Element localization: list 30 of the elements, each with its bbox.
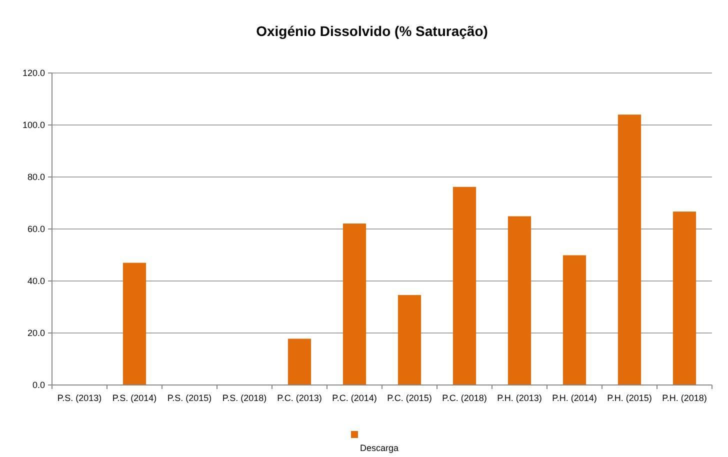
bar [398,295,422,385]
x-tick-label: P.S. (2015) [167,393,212,403]
bar [618,114,642,385]
y-tick-label: 120.0 [22,68,45,78]
x-tick-label: P.H. (2015) [607,393,652,403]
bar [562,255,586,385]
y-tick-label: 40.0 [27,276,45,286]
bar [508,216,532,385]
x-tick-label: P.H. (2018) [662,393,707,403]
x-tick-label: P.H. (2013) [497,393,542,403]
x-tick-label: P.C. (2018) [442,393,487,403]
bar [452,186,476,385]
bar [672,212,696,385]
x-tick-label: P.S. (2014) [112,393,157,403]
x-tick-label: P.C. (2013) [277,393,322,403]
x-tick-label: P.S. (2013) [57,393,102,403]
y-tick-label: 60.0 [27,224,45,234]
x-tick-label: P.C. (2015) [387,393,432,403]
bar [122,262,146,385]
y-tick-label: 100.0 [22,120,45,130]
y-tick-label: 0.0 [32,380,45,390]
x-tick-label: P.S. (2018) [222,393,267,403]
y-tick-label: 20.0 [27,328,45,338]
y-tick-label: 80.0 [27,172,45,182]
chart-title: Oxigénio Dissolvido (% Saturação) [256,23,488,39]
legend-label: Descarga [360,443,399,453]
x-tick-label: P.H. (2014) [552,393,597,403]
bar [342,224,366,385]
x-tick-label: P.C. (2014) [332,393,377,403]
bar [288,338,312,385]
